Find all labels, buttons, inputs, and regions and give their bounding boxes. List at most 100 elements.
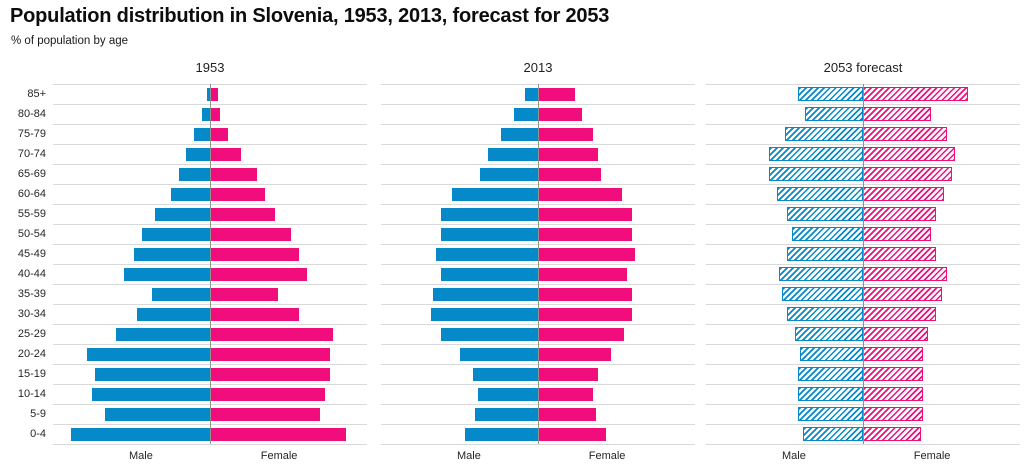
male-half bbox=[53, 265, 210, 284]
female-half bbox=[538, 205, 695, 224]
male-bar bbox=[441, 228, 538, 241]
female-half bbox=[538, 285, 695, 304]
age-group-label: 75-79 bbox=[17, 128, 46, 140]
male-half bbox=[381, 345, 538, 364]
male-bar bbox=[141, 228, 210, 241]
male-bar bbox=[514, 108, 538, 121]
female-bar bbox=[538, 368, 599, 381]
male-half bbox=[53, 325, 210, 344]
male-half bbox=[53, 125, 210, 144]
male-bar bbox=[805, 107, 863, 121]
male-half bbox=[706, 345, 863, 364]
male-bar bbox=[475, 408, 538, 421]
male-bar bbox=[480, 168, 538, 181]
male-half bbox=[381, 305, 538, 324]
female-half bbox=[863, 105, 1020, 124]
pyramid-panel-1953: 1953 Male Female bbox=[53, 58, 367, 470]
male-half bbox=[53, 165, 210, 184]
male-bar bbox=[123, 268, 210, 281]
male-bar bbox=[781, 287, 863, 301]
panel-title: 2013 bbox=[523, 60, 553, 75]
center-axis-line bbox=[538, 84, 539, 444]
male-half bbox=[706, 425, 863, 444]
male-bar bbox=[477, 388, 538, 401]
male-half bbox=[706, 85, 863, 104]
female-bar bbox=[863, 247, 937, 261]
female-bar bbox=[863, 207, 937, 221]
male-half bbox=[381, 405, 538, 424]
male-bar bbox=[94, 368, 210, 381]
male-axis-label: Male bbox=[456, 450, 481, 462]
pyramid-row bbox=[706, 124, 1020, 144]
male-half bbox=[706, 105, 863, 124]
female-bar bbox=[210, 128, 229, 141]
female-bar bbox=[538, 428, 607, 441]
panel-plot-area bbox=[706, 84, 1020, 445]
age-group-label: 25-29 bbox=[17, 328, 46, 340]
female-bar bbox=[538, 388, 593, 401]
female-bar bbox=[210, 348, 331, 361]
female-bar bbox=[863, 147, 955, 161]
female-half bbox=[863, 325, 1020, 344]
female-bar bbox=[538, 328, 625, 341]
female-half bbox=[538, 265, 695, 284]
male-half bbox=[381, 285, 538, 304]
male-half bbox=[706, 325, 863, 344]
female-half bbox=[863, 305, 1020, 324]
male-bar bbox=[459, 348, 538, 361]
pyramid-panel-2013: 2013 Male Female bbox=[381, 58, 695, 470]
female-bar bbox=[210, 428, 347, 441]
male-half bbox=[706, 205, 863, 224]
male-half bbox=[706, 405, 863, 424]
male-bar bbox=[430, 308, 538, 321]
male-bar bbox=[792, 227, 863, 241]
male-bar bbox=[776, 187, 863, 201]
male-half bbox=[53, 385, 210, 404]
female-bar bbox=[538, 268, 627, 281]
age-group-label: 30-34 bbox=[17, 308, 46, 320]
age-group-label: 80-84 bbox=[17, 108, 46, 120]
male-half bbox=[706, 145, 863, 164]
male-half bbox=[381, 425, 538, 444]
female-axis-label: Female bbox=[588, 450, 626, 462]
male-half bbox=[53, 185, 210, 204]
female-half bbox=[210, 165, 367, 184]
panel-title: 2053 forecast bbox=[823, 60, 903, 75]
female-bar bbox=[863, 367, 924, 381]
male-bar bbox=[779, 267, 863, 281]
age-axis-labels: 85+ 80-84 75-79 70-74 65-69 60-64 55-59 50-54 45… bbox=[0, 84, 46, 444]
female-bar bbox=[538, 148, 599, 161]
female-bar bbox=[538, 288, 633, 301]
male-bar bbox=[71, 428, 210, 441]
male-axis-label: Male bbox=[128, 450, 153, 462]
male-half bbox=[706, 265, 863, 284]
male-bar bbox=[441, 208, 538, 221]
female-half bbox=[538, 365, 695, 384]
female-axis-label: Female bbox=[913, 450, 951, 462]
female-bar bbox=[863, 387, 924, 401]
female-half bbox=[538, 145, 695, 164]
female-bar bbox=[210, 208, 276, 221]
male-bar bbox=[207, 88, 210, 101]
female-bar bbox=[863, 287, 942, 301]
female-half bbox=[538, 225, 695, 244]
male-half bbox=[706, 305, 863, 324]
male-half bbox=[53, 425, 210, 444]
panel-footer: Male Female bbox=[381, 445, 695, 469]
female-half bbox=[863, 365, 1020, 384]
female-bar bbox=[210, 288, 279, 301]
age-group-label: 40-44 bbox=[17, 268, 46, 280]
age-group-label: 65-69 bbox=[17, 168, 46, 180]
male-bar bbox=[464, 428, 538, 441]
female-half bbox=[210, 105, 367, 124]
age-group-label: 45-49 bbox=[17, 248, 46, 260]
male-half bbox=[53, 145, 210, 164]
female-bar bbox=[210, 388, 326, 401]
center-axis-line bbox=[863, 84, 864, 444]
female-bar bbox=[538, 228, 633, 241]
female-half bbox=[863, 85, 1020, 104]
female-bar bbox=[863, 327, 929, 341]
male-half bbox=[381, 165, 538, 184]
female-bar bbox=[210, 368, 331, 381]
